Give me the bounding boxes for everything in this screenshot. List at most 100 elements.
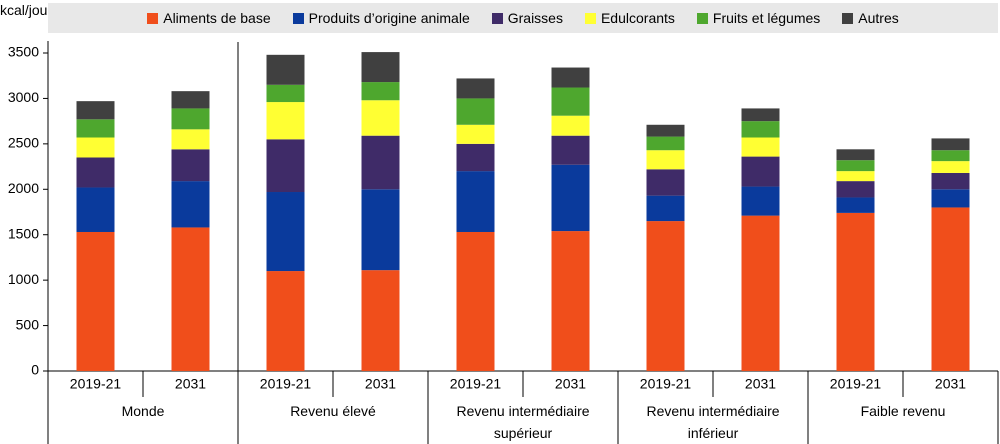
group-label: Revenu intermédiaire inférieur — [646, 403, 780, 441]
bar-segment — [836, 160, 875, 172]
legend: Aliments de base Produits d’origine anima… — [48, 3, 998, 33]
legend-item: Edulcorants — [584, 10, 675, 26]
legend-label: Produits d’origine animale — [308, 10, 470, 26]
legend-item: Aliments de base — [147, 10, 271, 26]
legend-item: Graisses — [491, 10, 563, 26]
bar-segment — [931, 189, 970, 208]
group-label: Monde — [121, 403, 165, 419]
legend-swatch — [147, 12, 159, 24]
bar-segment — [741, 108, 780, 122]
x-tick-label: 2031 — [365, 376, 396, 392]
bar-segment — [931, 150, 970, 162]
legend-item: Fruits et légumes — [696, 10, 821, 26]
bar-segment — [836, 181, 875, 198]
bar-segment — [836, 149, 875, 161]
x-tick-label: 2031 — [935, 376, 966, 392]
bar-segment — [836, 197, 875, 213]
legend-label: Autres — [858, 10, 899, 26]
bar-segment — [931, 161, 970, 173]
legend-swatch — [842, 12, 854, 24]
bar-segment — [266, 192, 305, 272]
y-tick-label: 2500 — [8, 135, 39, 151]
bar-segment — [171, 91, 210, 109]
bar-segment — [361, 270, 400, 371]
x-tick-label: 2019-21 — [830, 376, 882, 392]
bar-segment — [456, 171, 495, 232]
group-label: Faible revenu — [860, 403, 946, 419]
bar-segment — [266, 139, 305, 193]
bar-segment — [171, 108, 210, 130]
bar-segment — [646, 195, 685, 222]
legend-item: Produits d’origine animale — [292, 10, 470, 26]
bar-segment — [931, 138, 970, 151]
y-tick-label: 2000 — [8, 180, 39, 196]
bar-segment — [361, 189, 400, 271]
y-tick-label: 3500 — [8, 44, 39, 60]
x-tick-label: 2031 — [745, 376, 776, 392]
bar-segment — [551, 231, 590, 371]
bar-segment — [456, 98, 495, 125]
bar-segment — [456, 78, 495, 99]
bar-segment — [836, 171, 875, 182]
bar-segment — [171, 129, 210, 150]
bar-segment — [76, 101, 115, 120]
legend-label: Edulcorants — [600, 10, 675, 26]
bar-segment — [646, 124, 685, 137]
legend-label: Fruits et légumes — [712, 10, 821, 26]
bar-segment — [76, 157, 115, 188]
bar-segment — [456, 124, 495, 144]
bar-segment — [741, 121, 780, 138]
x-tick-label: 2031 — [175, 376, 206, 392]
bar-segment — [551, 164, 590, 232]
y-tick-label: 0 — [31, 362, 39, 378]
bar-segment — [361, 100, 400, 136]
bar-segment — [76, 231, 115, 371]
bar-segment — [266, 84, 305, 103]
y-tick-label: 1000 — [8, 271, 39, 287]
x-tick-label: 2031 — [555, 376, 586, 392]
legend-swatch — [491, 12, 503, 24]
group-label: Revenu intermédiaire supérieur — [456, 403, 590, 441]
legend-label: Aliments de base — [163, 10, 271, 26]
bar-segment — [551, 115, 590, 136]
x-tick-label: 2019-21 — [70, 376, 122, 392]
bar-segment — [646, 136, 685, 151]
x-tick-label: 2019-21 — [640, 376, 692, 392]
x-tick-label: 2019-21 — [450, 376, 502, 392]
y-tick-label: 1500 — [8, 225, 39, 241]
bar-segment — [836, 212, 875, 371]
bar-segment — [171, 181, 210, 228]
bar-segment — [741, 137, 780, 157]
bar-segment — [931, 207, 970, 371]
bar-segment — [646, 150, 685, 170]
legend-item: Autres — [842, 10, 899, 26]
legend-label: Graisses — [507, 10, 563, 26]
bar-segment — [551, 67, 590, 88]
bar-segment — [741, 186, 780, 216]
legend-swatch — [696, 12, 708, 24]
bar-segment — [361, 52, 400, 83]
bar-segment — [741, 215, 780, 371]
bar-segment — [456, 231, 495, 371]
bar-segment — [551, 135, 590, 165]
y-tick-label: 500 — [16, 316, 40, 332]
bar-segment — [266, 54, 305, 85]
bar-segment — [171, 227, 210, 371]
bar-segment — [171, 149, 210, 182]
bar-segment — [931, 172, 970, 190]
legend-swatch — [292, 12, 304, 24]
bar-segment — [456, 143, 495, 172]
bar-segment — [646, 221, 685, 371]
x-tick-label: 2019-21 — [260, 376, 312, 392]
bar-segment — [76, 187, 115, 232]
bar-segment — [741, 156, 780, 187]
bar-segment — [76, 119, 115, 138]
bar-segment — [266, 102, 305, 140]
y-tick-label: 3000 — [8, 89, 39, 105]
bar-segment — [646, 169, 685, 196]
group-label: Revenu élevé — [290, 403, 376, 419]
legend-swatch — [584, 12, 596, 24]
bar-segment — [361, 135, 400, 190]
